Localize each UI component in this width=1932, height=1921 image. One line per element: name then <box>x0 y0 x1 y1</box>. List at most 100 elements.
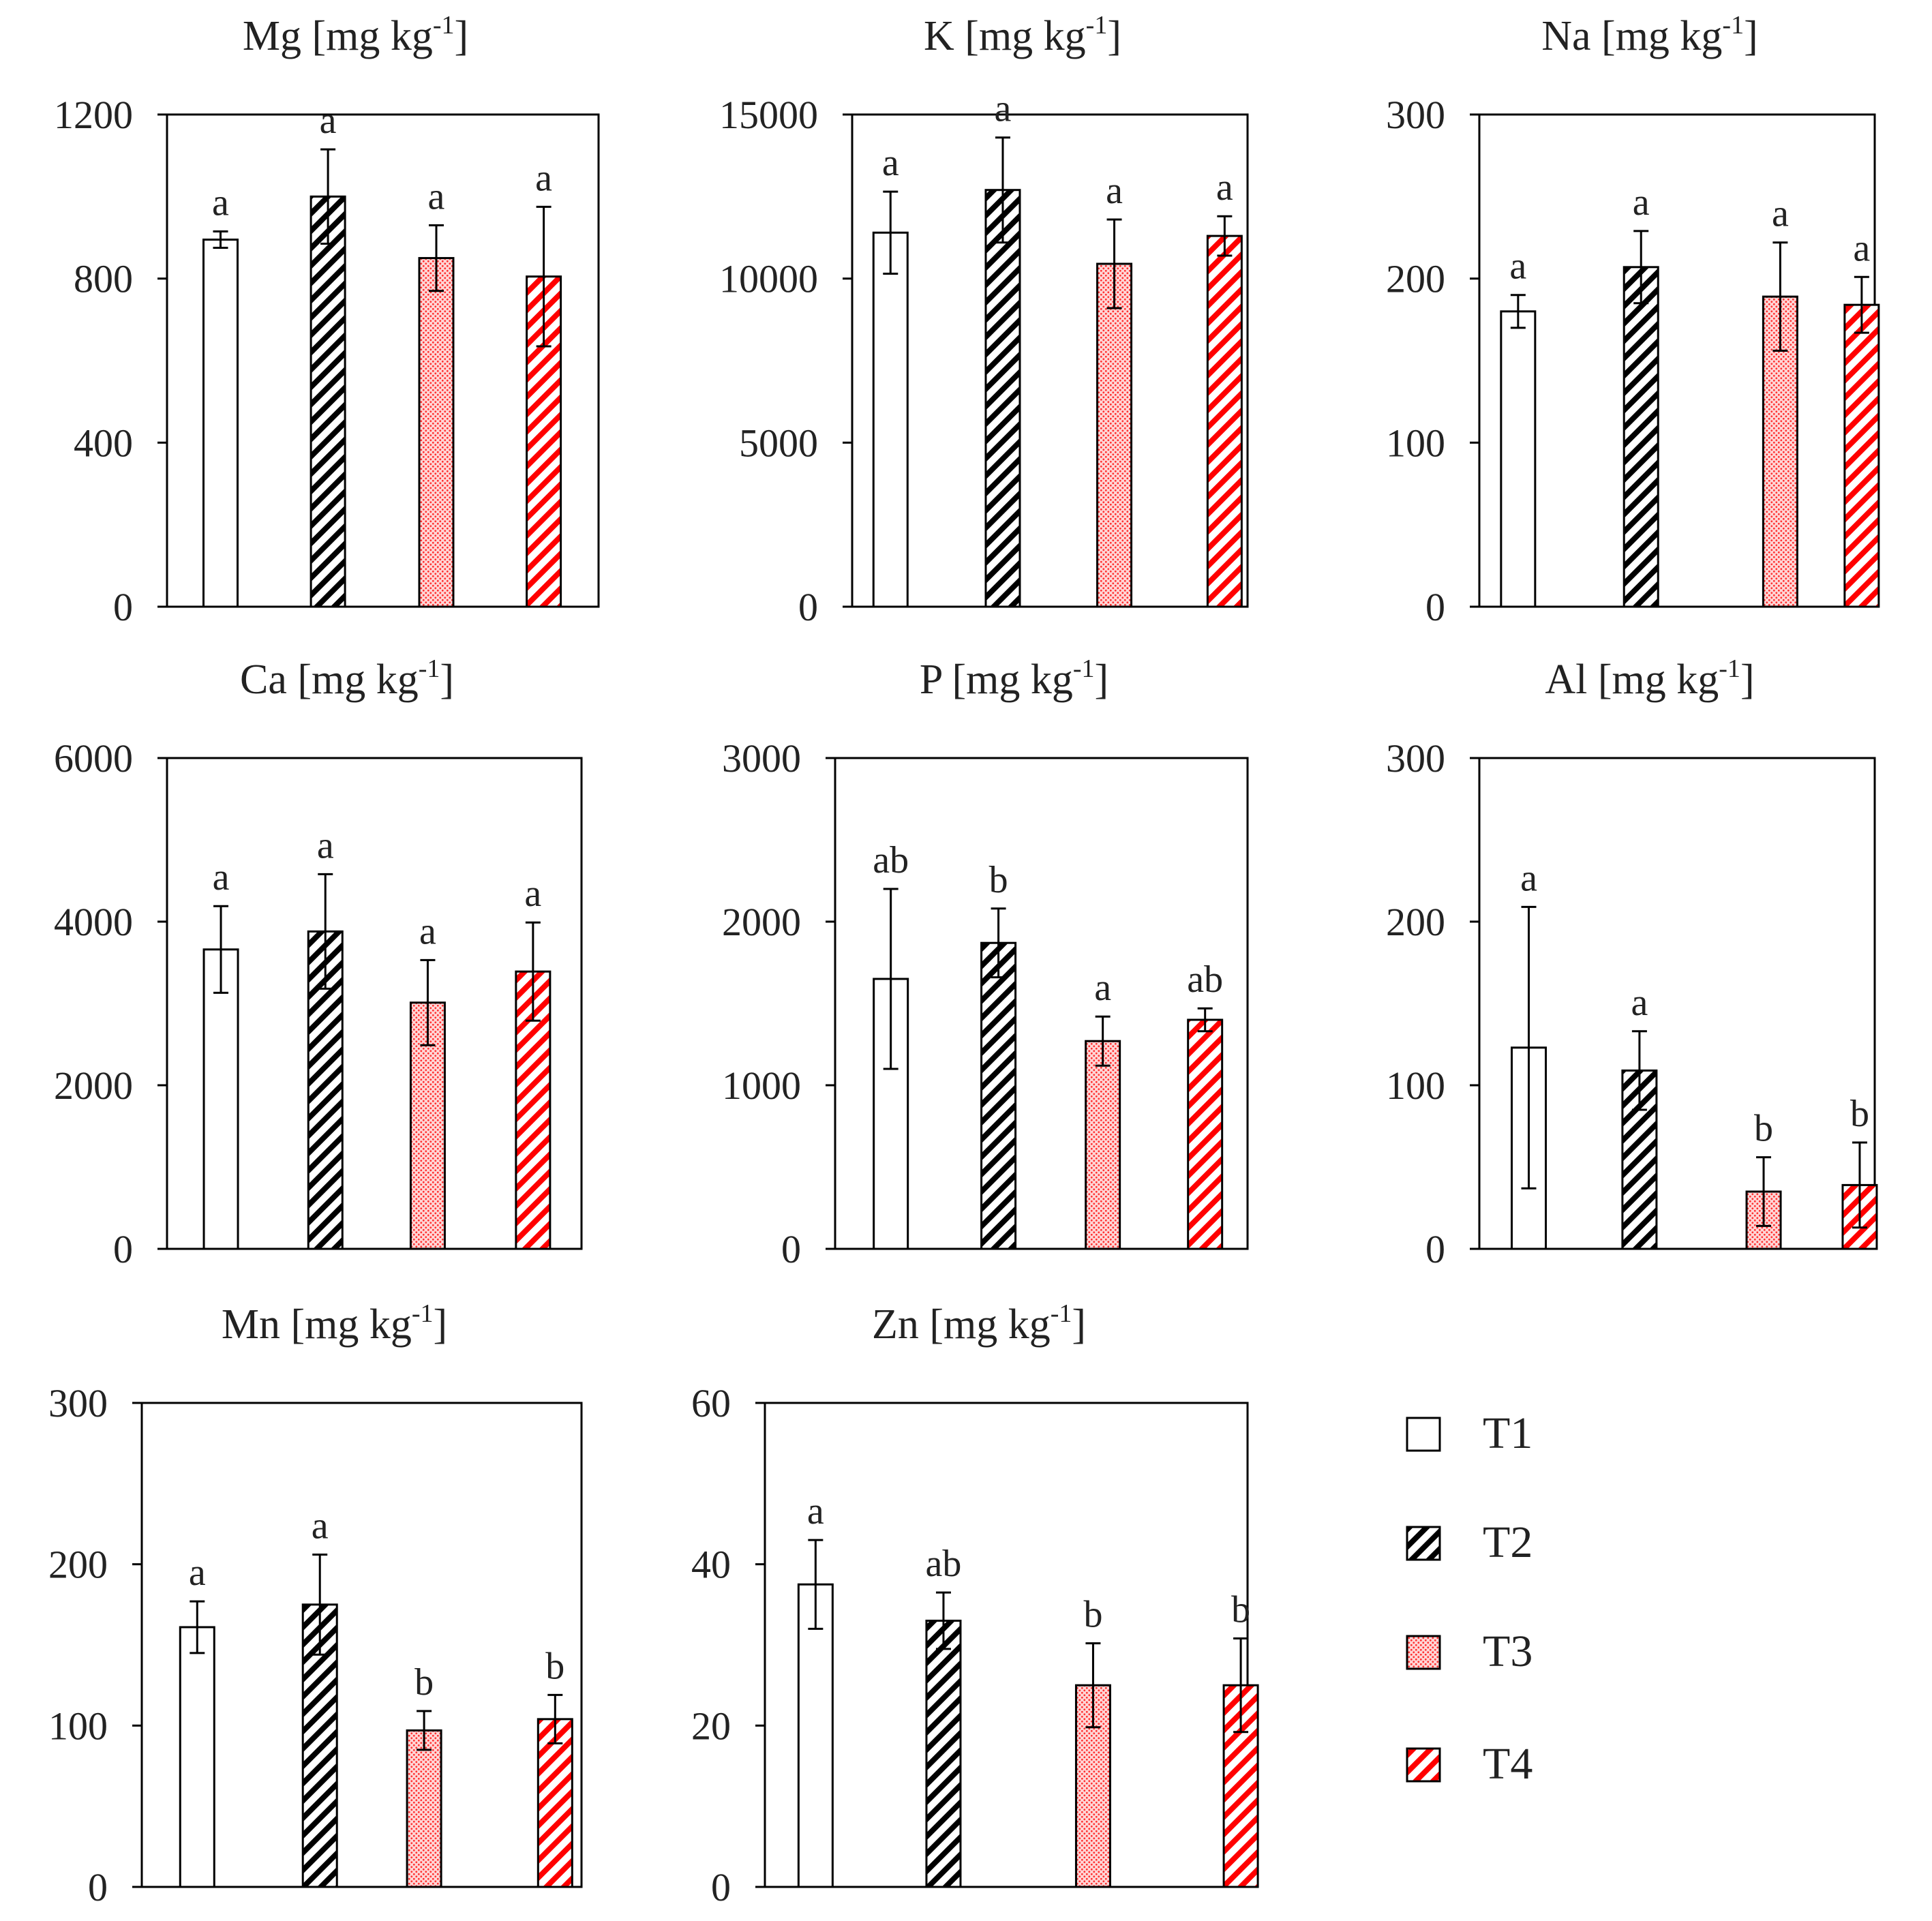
y-tick-label: 300 <box>48 1381 108 1425</box>
significance-letter-t2: a <box>1631 982 1648 1024</box>
y-tick-label: 200 <box>1386 257 1445 301</box>
legend: T1 T2 T3 T4 <box>1406 1408 1533 1789</box>
plot-frame <box>1478 757 1876 1250</box>
significance-letter-t2: a <box>1633 181 1650 224</box>
title-element: K <box>924 13 965 59</box>
title-unit: [mg kg <box>1601 13 1722 59</box>
significance-letter-t1: ab <box>873 839 909 881</box>
y-tick-label: 300 <box>1386 93 1445 137</box>
error-bar-t3 <box>1756 1156 1772 1227</box>
y-tick-label: 40 <box>691 1543 731 1587</box>
error-bar-t2 <box>1633 230 1649 305</box>
significance-letter-t4: b <box>1850 1093 1869 1135</box>
error-bar-t4 <box>1852 1141 1867 1229</box>
y-tick-label: 300 <box>1386 736 1445 781</box>
panel-mn: Mn [mg kg-1] 0 100 200 300 a a b b <box>48 1299 583 1909</box>
y-tick-label: 1000 <box>722 1063 801 1108</box>
significance-letter-t3: a <box>419 910 436 952</box>
panel-title: Zn [mg kg-1] <box>872 1299 1086 1348</box>
title-unit-superscript: -1 <box>1051 1299 1072 1328</box>
title-element: Mg <box>243 13 312 59</box>
error-bar-t4 <box>1854 275 1869 334</box>
title-unit: [mg kg <box>929 1301 1050 1348</box>
legend-item-t1: T1 <box>1406 1408 1533 1458</box>
title-unit-superscript: -1 <box>1086 11 1108 40</box>
significance-letter-t3: b <box>1083 1594 1102 1636</box>
bar-t1 <box>202 239 239 608</box>
y-tick-label: 800 <box>74 257 133 301</box>
error-bar-t3 <box>1772 241 1788 352</box>
bar-t2 <box>1622 266 1659 608</box>
y-tick-label: 6000 <box>54 736 133 781</box>
title-element: Zn <box>872 1301 929 1348</box>
error-bar-t3 <box>1106 218 1122 309</box>
title-unit: [mg kg <box>965 13 1085 59</box>
legend-item-t3: T3 <box>1406 1627 1533 1676</box>
plot-frame <box>166 113 600 608</box>
plot-frame <box>1478 113 1876 608</box>
y-tick-label: 200 <box>48 1543 108 1587</box>
bar-t1 <box>202 948 239 1250</box>
legend-label: T3 <box>1483 1627 1533 1676</box>
panel-zn: Zn [mg kg-1] 0 20 40 60 a ab b b <box>691 1299 1259 1909</box>
bar-t3 <box>1085 1040 1121 1250</box>
significance-letter-t4: a <box>1853 227 1870 269</box>
title-element: Al <box>1545 656 1598 703</box>
panel-title: Mn [mg kg-1] <box>222 1299 447 1348</box>
error-bar-t1 <box>213 230 228 249</box>
panel-title: Mg [mg kg-1] <box>243 11 468 59</box>
y-tick-label: 200 <box>1386 900 1445 944</box>
title-unit-end: ] <box>1744 13 1758 59</box>
significance-letter-t1: a <box>1509 245 1526 288</box>
error-bar-t4 <box>1233 1637 1249 1734</box>
title-unit-end: ] <box>434 1301 448 1348</box>
error-bar-t1 <box>883 190 899 275</box>
title-unit-end: ] <box>440 656 454 703</box>
panel-na: Na [mg kg-1] 0 100 200 300 a a a a <box>1386 11 1880 629</box>
y-tick-label: 20 <box>691 1704 731 1748</box>
bar-t2 <box>925 1620 962 1888</box>
plot-frame <box>834 757 1249 1250</box>
panel-title: K [mg kg-1] <box>924 11 1121 59</box>
title-element: Na <box>1541 13 1601 59</box>
legend-label: T2 <box>1483 1517 1533 1567</box>
error-bar-t3 <box>428 224 444 292</box>
significance-letter-t1: a <box>212 181 229 224</box>
significance-letter-t4: a <box>535 157 552 199</box>
legend-item-t2: T2 <box>1406 1517 1533 1567</box>
error-bar-t2 <box>1631 1030 1647 1111</box>
bar-t4 <box>1187 1018 1224 1250</box>
title-unit-superscript: -1 <box>1719 654 1740 683</box>
significance-letter-t4: ab <box>1187 958 1223 1001</box>
bar-t2 <box>310 195 346 608</box>
significance-letter-t2: ab <box>926 1543 962 1585</box>
bar-t4 <box>1206 235 1243 608</box>
significance-letter-t3: a <box>1106 170 1123 212</box>
bar-t1 <box>872 231 909 608</box>
error-bar-t2 <box>312 1553 328 1656</box>
legend-item-t4: T4 <box>1406 1739 1533 1789</box>
title-unit: [mg kg <box>297 656 418 703</box>
panel-title: Ca [mg kg-1] <box>240 654 454 703</box>
significance-letter-t2: a <box>320 100 337 142</box>
y-tick-label: 15000 <box>719 93 818 137</box>
y-tick-label: 100 <box>1386 421 1445 465</box>
title-unit-superscript: -1 <box>1722 11 1744 40</box>
plot-frame <box>764 1402 1249 1888</box>
error-bar-t2 <box>318 873 333 990</box>
y-tick-label: 0 <box>781 1227 801 1271</box>
title-element: Ca <box>240 656 297 703</box>
error-bar-t2 <box>935 1591 951 1650</box>
y-tick-label: 100 <box>48 1704 108 1748</box>
significance-letter-t1: a <box>807 1490 824 1532</box>
significance-letter-t2: a <box>995 88 1012 130</box>
significance-letter-t3: a <box>1094 967 1111 1009</box>
panel-title: P [mg kg-1] <box>920 654 1108 703</box>
error-bar-t1 <box>190 1600 205 1654</box>
bar-t1 <box>797 1583 834 1888</box>
error-bar-t4 <box>547 1693 563 1744</box>
y-tick-label: 0 <box>113 1227 133 1271</box>
legend-swatch <box>1406 1747 1441 1783</box>
error-bar-t2 <box>320 148 336 245</box>
